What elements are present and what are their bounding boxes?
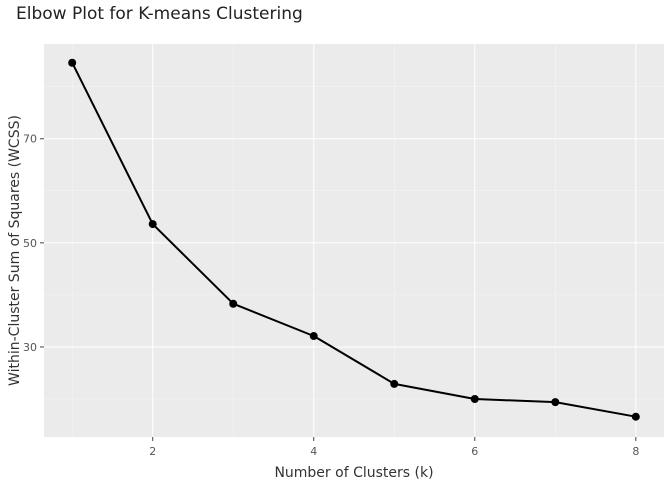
x-axis-title: Number of Clusters (k): [274, 465, 433, 480]
plot-panel: [44, 44, 664, 437]
x-tick-label: 2: [149, 445, 156, 458]
y-tick-label: 30: [23, 341, 37, 354]
data-point: [68, 58, 77, 67]
y-tick-label: 50: [23, 237, 37, 250]
data-point: [470, 395, 479, 404]
data-point: [309, 332, 318, 341]
y-axis-title: Within-Cluster Sum of Squares (WCSS): [7, 115, 23, 386]
axis-ticks: 2 4 6 8 30 50 70: [23, 133, 639, 458]
x-tick-label: 8: [632, 445, 639, 458]
x-tick-label: 4: [310, 445, 317, 458]
chart-title: Elbow Plot for K-means Clustering: [16, 4, 303, 24]
data-point: [390, 379, 399, 388]
data-point: [148, 220, 157, 229]
x-tick-label: 6: [471, 445, 478, 458]
wcss-series: [68, 58, 640, 421]
minor-gridlines: [44, 44, 664, 437]
major-gridlines: [44, 44, 664, 437]
wcss-line: [71, 62, 636, 418]
y-tick-label: 70: [23, 133, 37, 146]
data-point: [551, 398, 560, 407]
data-point: [229, 299, 238, 308]
data-point: [631, 412, 640, 421]
